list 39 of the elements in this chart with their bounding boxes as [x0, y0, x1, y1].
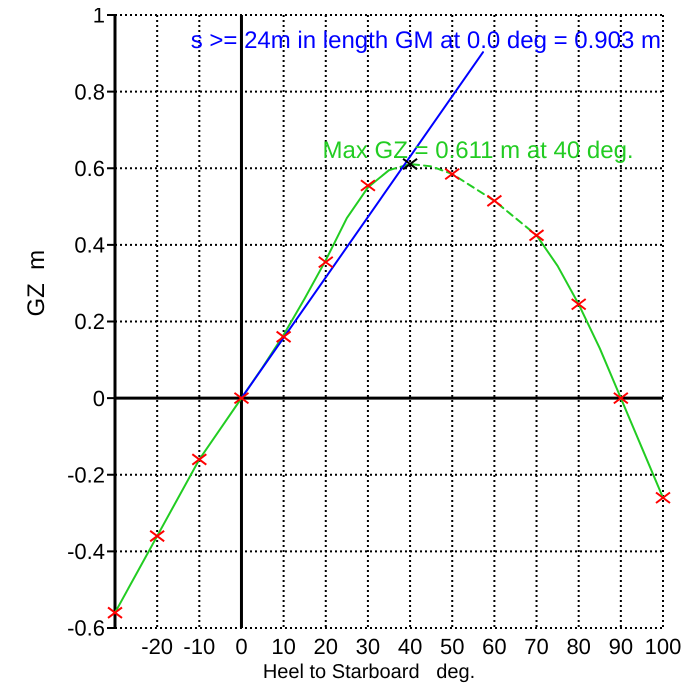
point — [233, 392, 250, 404]
y-tick-label: -0.4 — [67, 539, 105, 564]
y-tick-label: 0.6 — [74, 156, 105, 181]
x-tick-label: 20 — [314, 634, 338, 659]
x-axis-title: Heel to Starboard deg. — [262, 661, 476, 683]
y-axis-title: GZ m — [23, 250, 50, 317]
point — [612, 392, 629, 404]
point — [107, 606, 123, 619]
x-tick-label: 60 — [482, 634, 507, 659]
y-tick-label: 0.2 — [74, 309, 105, 334]
x-tick-label: 90 — [608, 634, 634, 659]
x-tick-label: -20 — [141, 634, 174, 659]
y-tick-label: 0.4 — [74, 232, 105, 258]
point — [528, 229, 545, 242]
x-tick-label: 30 — [356, 634, 380, 659]
annotation: s >= 24m in length GM at 0.0 deg = 0.903 m — [190, 27, 661, 54]
x-tick-label: 100 — [644, 634, 682, 659]
point — [149, 530, 166, 542]
point — [276, 330, 292, 344]
point — [191, 453, 208, 466]
y-tick-label: -0.2 — [67, 462, 105, 488]
x-tick-label: 80 — [566, 634, 591, 659]
y-tick-label: 0.8 — [74, 79, 105, 104]
x-tick-label: -10 — [183, 634, 216, 659]
point — [655, 491, 671, 504]
x-tick-label: 50 — [440, 634, 464, 659]
y-tick-label: 0 — [92, 386, 105, 411]
point — [570, 298, 587, 311]
point — [360, 179, 376, 192]
point — [486, 194, 502, 208]
point — [318, 256, 334, 268]
x-tick-label: 10 — [271, 634, 296, 659]
point — [444, 168, 460, 180]
y-tick-label: -0.6 — [67, 616, 105, 641]
annotation: Max GZ = 0.611 m at 40 deg. — [322, 137, 634, 164]
x-tick-label: 0 — [235, 634, 248, 659]
x-tick-label: 40 — [398, 634, 422, 659]
x-tick-label: 70 — [524, 634, 549, 659]
point — [402, 158, 418, 170]
